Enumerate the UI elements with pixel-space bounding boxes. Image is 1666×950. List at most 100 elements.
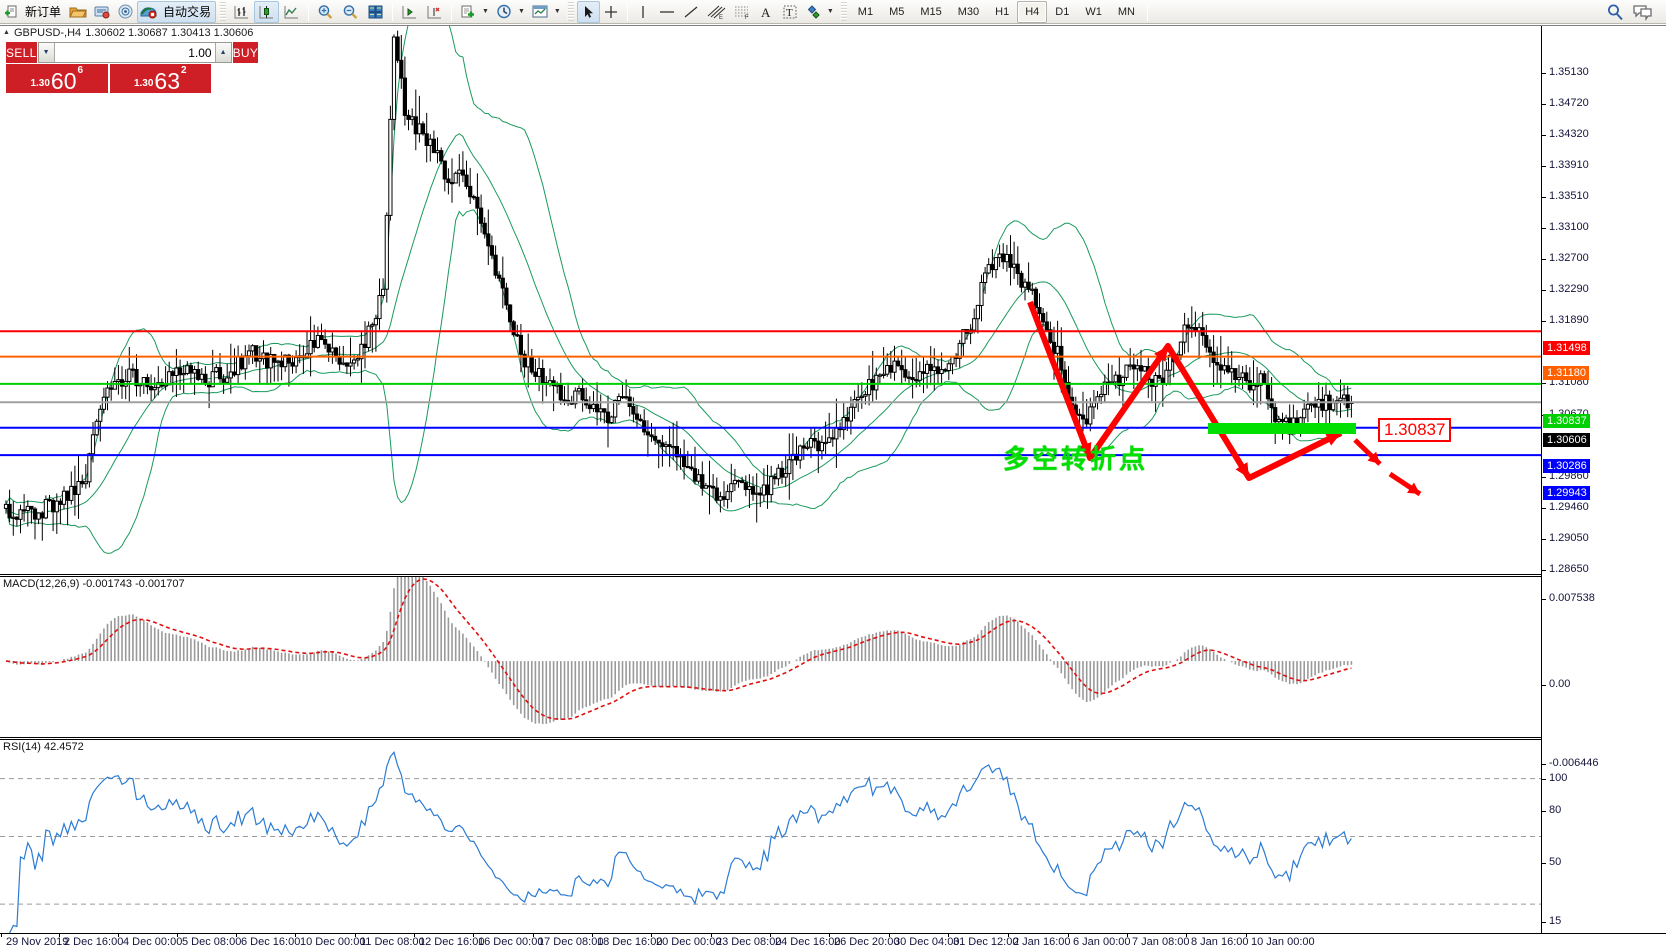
sell-price-prefix: 1.30: [30, 78, 50, 89]
buy-price-display[interactable]: 1.30 63 2: [109, 64, 211, 93]
one-click-price-row: 1.30 60 6 1.30 63 2: [6, 64, 211, 93]
shapes-icon: [807, 4, 820, 19]
timeframe-d1[interactable]: D1: [1055, 5, 1070, 18]
time-axis-tick: 18 Dec 16:00: [591, 933, 663, 948]
folder-button[interactable]: [66, 1, 90, 23]
pane-separator-rsi[interactable]: [0, 737, 1666, 740]
trend-zigzag-annotation[interactable]: [1027, 300, 1343, 481]
open-account-button[interactable]: [90, 1, 114, 23]
time-axis[interactable]: 29 Nov 2019 2 Dec 16:00 4 Dec 00:00 5 Dec 0…: [0, 933, 1666, 950]
price-chart-pane[interactable]: [0, 26, 1541, 574]
macd-pane-label: MACD(12,26,9) -0.001743 -0.001707: [3, 578, 185, 590]
connect-icon: [118, 4, 133, 19]
zoom-in-button[interactable]: [313, 1, 338, 23]
toolbar-grip-2[interactable]: [566, 2, 574, 21]
auto-scroll-button[interactable]: [422, 1, 447, 23]
price-level-badge[interactable]: 1.30286: [1543, 459, 1590, 473]
price-level-badge[interactable]: 1.29943: [1543, 486, 1590, 500]
chevron-down-icon[interactable]: ▼: [482, 8, 489, 15]
vertical-line-button[interactable]: [632, 1, 655, 23]
toolbar-divider-3: [451, 2, 453, 21]
bar-chart-button[interactable]: [229, 1, 254, 23]
horizontal-price-lines[interactable]: [0, 330, 1541, 457]
line-chart-icon: [284, 5, 299, 18]
timeframe-h1[interactable]: H1: [995, 5, 1010, 18]
candlestick-chart-icon: [259, 5, 274, 18]
rsi-pane[interactable]: [0, 740, 1541, 933]
chevron-down-icon-2[interactable]: ▼: [517, 8, 525, 15]
shapes-button[interactable]: ▼: [802, 1, 837, 23]
macd-pane[interactable]: [0, 577, 1541, 733]
time-axis-tick: 12 Dec 16:00: [413, 933, 485, 948]
time-axis-tick: 26 Dec 20:00: [828, 933, 900, 948]
zoom-out-button[interactable]: [338, 1, 363, 23]
chinese-annotation-text[interactable]: 多空转折点: [1003, 444, 1149, 474]
toolbar-right-group: [1606, 3, 1664, 21]
green-highlight-box[interactable]: [1208, 423, 1356, 434]
price-axis[interactable]: 1.35130 1.34720 1.34320 1.33910 1.33510 1.331…: [1541, 26, 1666, 950]
buy-button[interactable]: BUY: [232, 42, 259, 63]
price-axis-tick: 1.34720: [1542, 97, 1589, 109]
connect-button[interactable]: [114, 1, 137, 23]
cursor-button[interactable]: [576, 0, 600, 23]
templates-button[interactable]: ▼: [528, 1, 564, 23]
volume-stepper[interactable]: ▼ ▲: [37, 42, 232, 63]
price-callout-box[interactable]: 1.30837: [1378, 418, 1452, 442]
zoom-out-icon: [343, 4, 358, 19]
text-label-button[interactable]: T: [778, 1, 802, 23]
timeframe-mn[interactable]: MN: [1117, 5, 1135, 18]
pane-separator-macd[interactable]: [0, 574, 1666, 577]
crosshair-button[interactable]: [600, 1, 623, 23]
timeframe-m30[interactable]: M30: [957, 5, 980, 18]
text-icon: A: [761, 5, 771, 20]
chart-window[interactable]: ▲ GBPUSD-,H4 1.30602 1.30687 1.30413 1.3…: [0, 25, 1666, 950]
sell-price-display[interactable]: 1.30 60 6: [6, 64, 108, 93]
collapse-triangle-icon[interactable]: ▲: [3, 29, 10, 36]
toolbar-grip-3[interactable]: [839, 2, 847, 21]
volume-input[interactable]: [54, 43, 215, 62]
price-axis-tick: 1.29460: [1542, 501, 1589, 513]
chevron-down-icon-4[interactable]: ▼: [826, 8, 834, 15]
price-level-badge[interactable]: 1.31498: [1543, 341, 1590, 355]
rsi-level-lines: [0, 778, 1541, 905]
timeframe-w1[interactable]: W1: [1085, 5, 1102, 18]
price-level-badge[interactable]: 1.30606: [1543, 433, 1590, 447]
timeframe-m5[interactable]: M5: [889, 5, 905, 18]
candlestick-chart-button[interactable]: [254, 0, 280, 23]
chart-shift-button[interactable]: [397, 1, 422, 23]
indicators-button[interactable]: ▼: [456, 1, 492, 23]
horizontal-line-button[interactable]: [655, 1, 679, 23]
timeframe-m1[interactable]: M1: [857, 5, 874, 18]
open-account-icon: [94, 6, 110, 19]
new-order-button[interactable]: 新订单: [2, 1, 66, 23]
tile-windows-button[interactable]: [363, 1, 388, 23]
timeframe-h4[interactable]: H4: [1017, 0, 1048, 23]
price-level-badge[interactable]: 1.31180: [1543, 366, 1589, 380]
time-axis-tick: 8 Jan 16:00: [1186, 933, 1249, 948]
chevron-down-icon-3[interactable]: ▼: [553, 8, 561, 15]
autotrading-button[interactable]: 自动交易: [137, 0, 217, 23]
volume-increase-button[interactable]: ▲: [214, 43, 231, 62]
chat-icon[interactable]: [1632, 3, 1654, 21]
period-button[interactable]: ▼: [492, 1, 528, 23]
fibonacci-button[interactable]: F: [729, 1, 755, 23]
one-click-trading-panel[interactable]: SELL ▼ ▲ BUY 1.30 60 6 1.30 63 2: [6, 42, 259, 93]
sell-button[interactable]: SELL: [6, 42, 37, 63]
volume-decrease-button[interactable]: ▼: [38, 43, 55, 62]
cursor-icon: [585, 5, 594, 18]
price-level-badge[interactable]: 1.30837: [1543, 414, 1590, 428]
line-chart-button[interactable]: [279, 1, 304, 23]
equidistant-channel-button[interactable]: E: [703, 1, 729, 23]
text-button[interactable]: A: [755, 1, 778, 23]
price-axis-tick: 1.32700: [1542, 252, 1589, 264]
search-icon[interactable]: [1606, 3, 1624, 21]
svg-text:E: E: [719, 15, 723, 20]
timeframe-m15[interactable]: M15: [920, 5, 942, 18]
trendline-button[interactable]: [679, 1, 703, 23]
autotrading-icon: [140, 7, 157, 19]
buy-price-sup: 2: [181, 65, 187, 76]
toolbar-grip[interactable]: [219, 2, 227, 21]
forecast-arrows-annotation[interactable]: [1353, 438, 1422, 497]
vertical-line-icon: [642, 5, 644, 18]
rsi-axis-tick: 100: [1542, 772, 1567, 784]
